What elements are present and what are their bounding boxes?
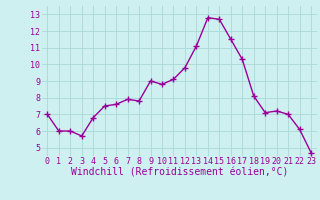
X-axis label: Windchill (Refroidissement éolien,°C): Windchill (Refroidissement éolien,°C) — [70, 168, 288, 178]
